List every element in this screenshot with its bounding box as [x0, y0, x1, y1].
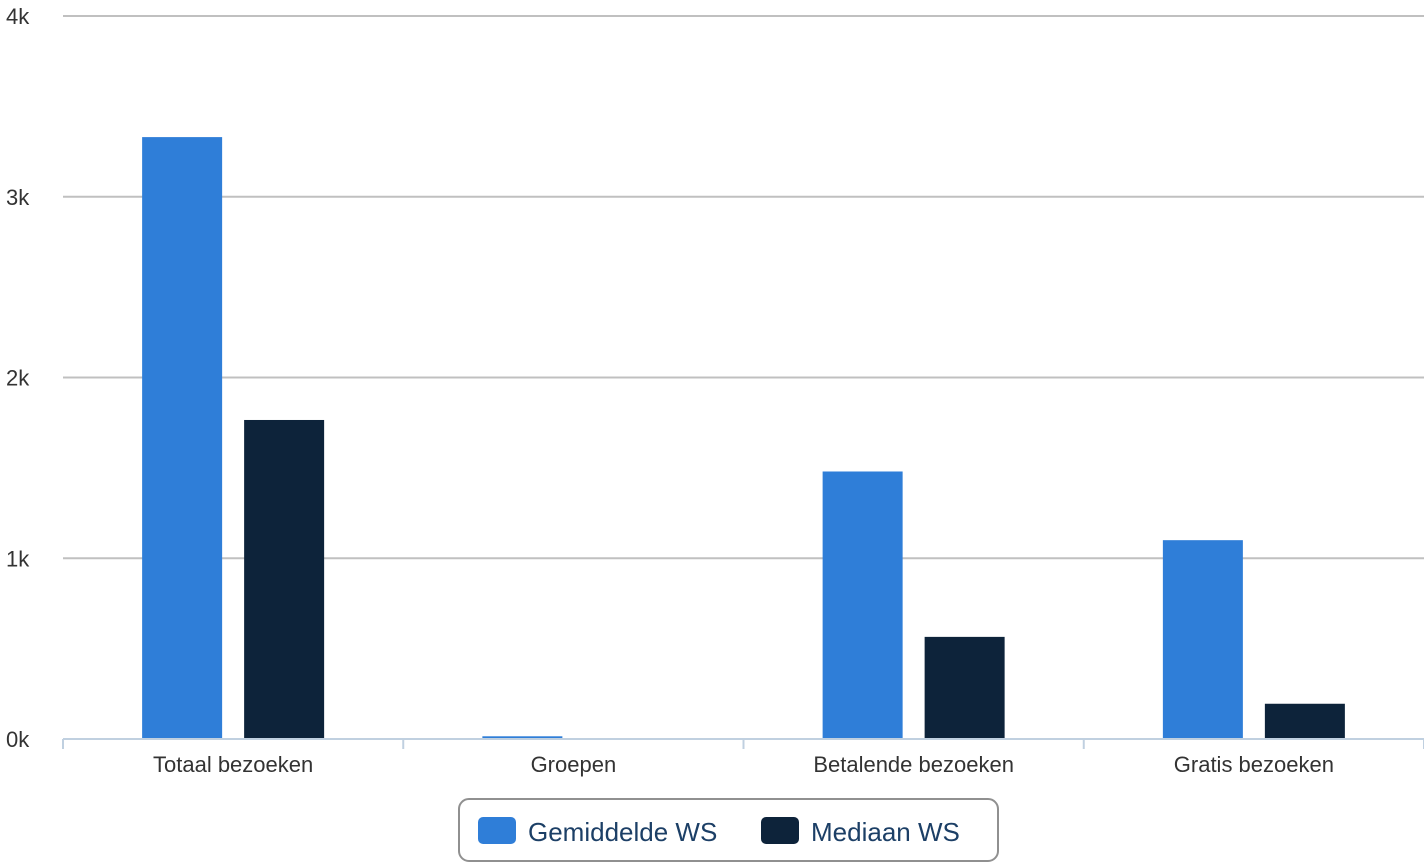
legend-swatch [478, 817, 516, 844]
legend-box [458, 798, 999, 862]
y-tick-label: 0k [6, 727, 30, 752]
x-axis-labels: Totaal bezoeken Groepen Betalende bezoeken… [153, 752, 1334, 777]
legend-label: Mediaan WS [811, 817, 960, 847]
legend: Gemiddelde WS Mediaan WS [458, 798, 999, 862]
bars [142, 137, 1345, 740]
y-tick-label: 3k [6, 185, 30, 210]
bar [142, 137, 223, 740]
bar [924, 636, 1005, 739]
bar [482, 736, 563, 739]
bar [1162, 540, 1243, 739]
bar [1264, 703, 1345, 739]
legend-swatch [761, 817, 799, 844]
y-tick-label: 4k [6, 4, 30, 29]
y-tick-label: 1k [6, 546, 30, 571]
legend-label: Gemiddelde WS [528, 817, 717, 847]
x-axis [62, 738, 1424, 749]
x-tick-label: Gratis bezoeken [1174, 752, 1334, 777]
y-tick-label: 2k [6, 366, 30, 391]
bar [244, 419, 325, 739]
x-tick-label: Betalende bezoeken [813, 752, 1014, 777]
bar [822, 471, 903, 739]
y-axis-labels: 0k 1k 2k 3k 4k [6, 4, 30, 752]
x-tick-label: Groepen [531, 752, 617, 777]
x-tick-label: Totaal bezoeken [153, 752, 313, 777]
